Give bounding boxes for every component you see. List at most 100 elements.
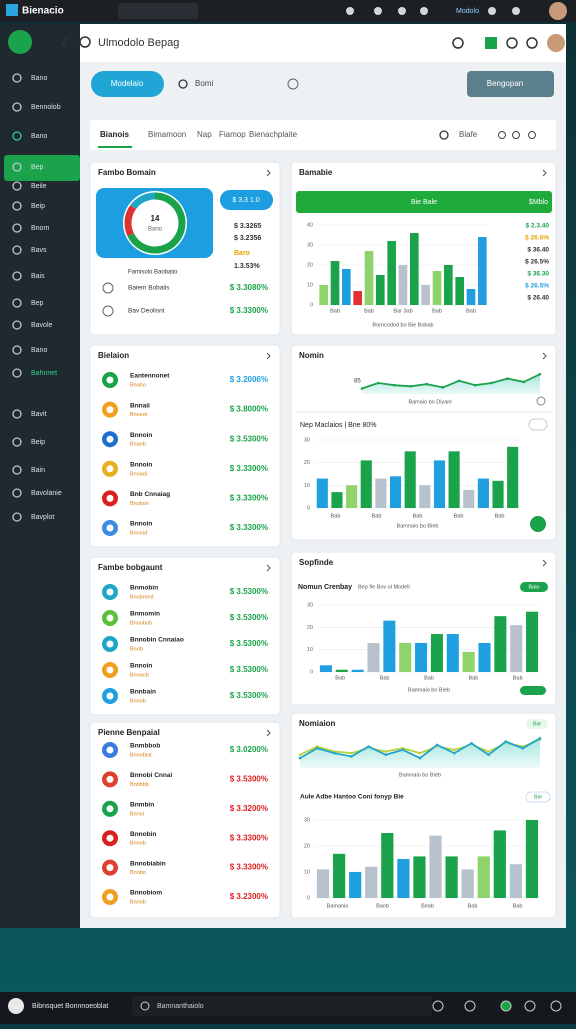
sidebar-item[interactable]: Bano — [31, 347, 47, 354]
taskbar-search-text[interactable]: Bamnanthaiolo — [157, 1003, 204, 1010]
tab[interactable]: Nap — [197, 130, 212, 139]
sidebar-icon[interactable] — [12, 368, 22, 378]
taskbar-icon[interactable] — [500, 1000, 512, 1012]
item-icon-inner — [106, 692, 114, 700]
chevron[interactable] — [542, 559, 547, 567]
tab-icon[interactable] — [512, 131, 520, 139]
sidebar-icon[interactable] — [12, 271, 22, 281]
sidebar-icon[interactable] — [12, 320, 22, 330]
top-icon[interactable] — [488, 7, 496, 15]
sidebar-icon[interactable] — [12, 409, 22, 419]
chevron[interactable] — [542, 352, 547, 360]
search-field[interactable]: Bomi — [195, 79, 213, 88]
sidebar-icon[interactable] — [12, 131, 22, 141]
chevron[interactable] — [266, 169, 271, 177]
sidebar-item[interactable]: Bano — [31, 75, 47, 82]
sidebar-item[interactable]: Bano — [31, 133, 47, 140]
sidebar-item[interactable]: Bnom — [31, 225, 49, 232]
sidebar-icon[interactable] — [12, 102, 22, 112]
info-icon[interactable] — [287, 78, 299, 90]
sidebar-icon[interactable] — [12, 201, 22, 211]
window-button[interactable] — [118, 3, 198, 19]
search-icon[interactable] — [79, 36, 91, 48]
top-icon[interactable] — [420, 7, 428, 15]
header-icon[interactable] — [452, 37, 464, 49]
header-icon[interactable] — [506, 37, 518, 49]
tab[interactable]: Bianois — [100, 130, 129, 139]
header-icon[interactable] — [485, 37, 497, 49]
sidebar-item[interactable]: Beip — [31, 439, 45, 446]
sidebar-item[interactable]: Bain — [31, 467, 45, 474]
top-icon[interactable] — [374, 7, 382, 15]
taskbar-search[interactable] — [132, 996, 432, 1016]
sidebar-icon[interactable] — [12, 162, 22, 172]
sidebar-icon[interactable] — [12, 245, 22, 255]
sidebar-item[interactable]: Bavole — [31, 322, 53, 329]
primary-button[interactable] — [91, 71, 164, 97]
bar — [364, 251, 374, 305]
back-icon[interactable] — [60, 37, 68, 49]
tab-icon[interactable] — [498, 131, 506, 139]
bar — [509, 864, 522, 898]
legend-value: $ 36.40 — [527, 247, 549, 254]
tab[interactable]: Bimamoon — [148, 130, 186, 139]
sidebar-item[interactable]: Bep — [31, 300, 44, 307]
action-button[interactable] — [467, 71, 554, 97]
sidebar-item[interactable]: Beile — [31, 183, 47, 190]
tab-icon[interactable] — [528, 131, 536, 139]
sidebar-item[interactable]: Bavolanie — [31, 490, 62, 497]
taskbar-user[interactable]: Bibnsquet Bonnnoeoblat — [32, 1003, 108, 1010]
tab-filter[interactable]: Biafe — [459, 130, 478, 139]
sidebar-icon[interactable] — [12, 345, 22, 355]
sidebar-icon[interactable] — [12, 73, 22, 83]
tab[interactable]: Bienachplaite — [249, 130, 298, 139]
sidebar-item[interactable]: Bavs — [31, 247, 47, 254]
action-button[interactable] — [530, 516, 546, 532]
sidebar-icon[interactable] — [12, 488, 22, 498]
taskbar-icon[interactable] — [524, 1000, 536, 1012]
sidebar-item[interactable]: Bavplot — [31, 514, 54, 521]
donut-bg — [123, 191, 187, 255]
button-label[interactable]: Bengopan — [487, 79, 523, 88]
sidebar-item[interactable]: Bavit — [31, 411, 47, 418]
top-icon[interactable] — [346, 7, 354, 15]
sidebar-icon[interactable] — [12, 465, 22, 475]
sidebar-item[interactable]: Bennolob — [31, 104, 61, 111]
chevron[interactable] — [542, 169, 547, 177]
sidebar-icon[interactable] — [12, 512, 22, 522]
x-tick-label: Bar 3ab — [393, 308, 412, 314]
user-avatar[interactable] — [547, 34, 565, 52]
nav-button[interactable] — [536, 396, 546, 406]
sidebar-item[interactable]: Beip — [31, 203, 45, 210]
pill-label: $ 3.3 1.0 — [232, 197, 259, 204]
legend-value: $ 26.5% — [525, 259, 549, 266]
chevron[interactable] — [266, 729, 271, 737]
legend-value: $ 36.30 — [527, 271, 549, 278]
top-icon[interactable] — [398, 7, 406, 15]
toggle[interactable] — [528, 418, 548, 431]
sidebar-icon[interactable] — [12, 437, 22, 447]
taskbar-icon[interactable] — [432, 1000, 444, 1012]
sidebar-icon[interactable] — [12, 181, 22, 191]
bar — [455, 277, 464, 305]
chevron[interactable] — [266, 352, 271, 360]
button-label[interactable]: Modelaio — [111, 79, 144, 88]
legend-value: $ 26.40 — [527, 295, 549, 302]
sidebar-item[interactable]: Bais — [31, 273, 45, 280]
toggle[interactable] — [520, 686, 546, 695]
sidebar-item[interactable]: Bahnnet — [31, 370, 57, 377]
top-icon[interactable] — [512, 7, 520, 15]
user-avatar[interactable] — [8, 998, 24, 1014]
avatar[interactable] — [549, 2, 567, 20]
tab[interactable]: Fiamop — [219, 130, 246, 139]
sidebar-item[interactable]: Bep — [31, 164, 44, 171]
sidebar-icon[interactable] — [12, 223, 22, 233]
line-point — [360, 387, 364, 390]
sidebar-icon[interactable] — [12, 298, 22, 308]
header-icon[interactable] — [526, 37, 538, 49]
taskbar-icon[interactable] — [464, 1000, 476, 1012]
chevron[interactable] — [266, 564, 271, 572]
taskbar-icon[interactable] — [550, 1000, 562, 1012]
item-sub: Bnnobob — [130, 620, 152, 626]
